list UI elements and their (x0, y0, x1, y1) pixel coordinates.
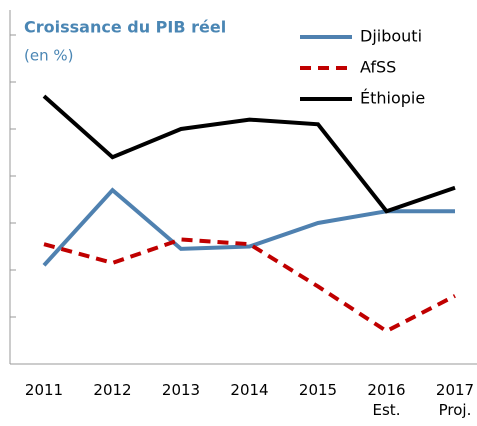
x-tick-label: 2015 (298, 381, 338, 399)
legend-label: Éthiopie (360, 89, 425, 108)
x-tick-label: 2014 (230, 381, 269, 399)
series-line (42, 94, 456, 214)
series-line (43, 237, 456, 334)
legend-label: AfSS (360, 58, 396, 77)
x-tick-label: 2011 (24, 381, 64, 399)
x-tick-label: 2013 (161, 381, 201, 399)
chart-subtitle: (en %) (24, 47, 73, 65)
x-tick-label: 2016 Est. (367, 381, 406, 419)
x-tick-label: 2012 (93, 381, 132, 399)
chart-title: Croissance du PIB réel (24, 18, 226, 37)
series-line (42, 187, 455, 267)
legend-label: Djibouti (360, 27, 422, 46)
x-tick-label: 2017 Proj. (435, 381, 475, 419)
